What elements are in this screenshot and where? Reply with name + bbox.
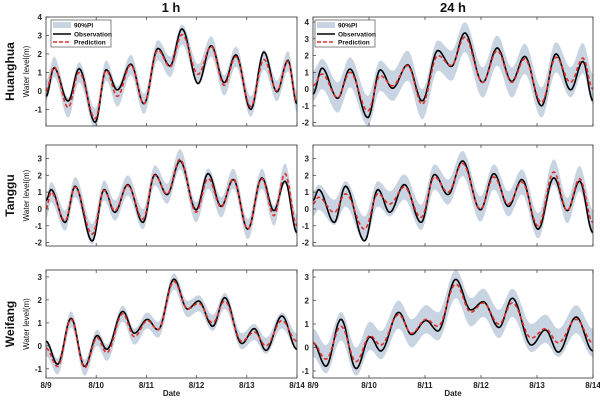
y-tick-label: 0 xyxy=(38,205,43,214)
panel-weifang-1h: -1 0 1 2 3 8/9 8/10 8/11 8/12 8/13 8/14 Date xyxy=(35,269,305,398)
prediction-line xyxy=(46,158,297,236)
legend-label-observation: Observation xyxy=(74,32,112,39)
y-tick-label: 4 xyxy=(38,13,43,22)
y-tick-label: 0 xyxy=(305,85,310,94)
y-tick-label: 0 xyxy=(305,205,310,214)
axes-frame xyxy=(45,16,298,127)
y-tick-label: 1 xyxy=(305,320,310,329)
legend-label-prediction: Prediction xyxy=(74,40,106,47)
x-tick-label: 8/11 xyxy=(139,381,155,390)
legend-label-pi: 90%PI xyxy=(74,23,93,30)
y-tick-label: 1 xyxy=(305,188,310,197)
pi-band xyxy=(313,151,593,242)
panel-tanggu-1h: -2 -1 0 1 2 3 xyxy=(35,144,298,248)
row-label-huanghua: Huanghua xyxy=(3,42,17,101)
x-axis-label: Date xyxy=(444,389,462,398)
y-tick-label: 1 xyxy=(305,68,310,77)
x-tick-label: 8/12 xyxy=(189,381,205,390)
axes-frame xyxy=(312,16,594,127)
y-tick-label: 3 xyxy=(38,273,43,282)
x-tick-label: 8/14 xyxy=(289,381,305,390)
x-tick-label: 8/9 xyxy=(40,381,52,390)
pi-band xyxy=(46,149,297,245)
plot-area xyxy=(46,24,297,126)
x-tick-label: 8/11 xyxy=(417,381,433,390)
y-tick-label: 2 xyxy=(305,171,310,180)
prediction-line xyxy=(313,162,593,231)
pi-band xyxy=(46,273,297,376)
y-tick-label: -1 xyxy=(35,105,43,114)
y-tick-label: 1 xyxy=(38,319,43,328)
plot-area xyxy=(313,22,593,126)
y-tick-label: 3 xyxy=(305,154,310,163)
y-tick-label: 3 xyxy=(305,35,310,44)
legend-swatch-pi xyxy=(317,22,335,28)
y-tick-label: -1 xyxy=(35,222,43,231)
column-title-1h: 1 h xyxy=(162,0,181,15)
y-tick-label: -1 xyxy=(302,222,310,231)
plot-area xyxy=(46,149,297,245)
y-axis-label: Water level(m) xyxy=(22,45,31,97)
y-tick-label: 4 xyxy=(305,18,310,27)
x-tick-label: 8/13 xyxy=(529,381,545,390)
x-tick-label: 8/13 xyxy=(239,381,255,390)
plot-area xyxy=(313,270,593,376)
x-tick-label: 8/10 xyxy=(88,381,104,390)
pi-band xyxy=(313,22,593,126)
plot-area xyxy=(46,273,297,376)
y-tick-label: 2 xyxy=(305,52,310,61)
y-tick-label: -1 xyxy=(302,367,310,376)
y-tick-label: 0 xyxy=(38,342,43,351)
prediction-line xyxy=(313,36,593,112)
y-tick-label: -2 xyxy=(35,239,43,248)
x-tick-label: 8/14 xyxy=(585,381,600,390)
observation-line xyxy=(313,278,593,370)
prediction-line xyxy=(46,280,297,369)
y-axis-label: Water level(m) xyxy=(22,169,31,221)
panel-tanggu-24h: -2 -1 0 1 2 3 xyxy=(302,144,594,248)
column-title-24h: 24 h xyxy=(440,0,466,15)
y-tick-label: 3 xyxy=(38,154,43,163)
axes-frame xyxy=(312,144,594,247)
y-tick-label: -1 xyxy=(302,102,310,111)
y-tick-label: 2 xyxy=(38,296,43,305)
y-tick-label: -1 xyxy=(35,365,43,374)
y-tick-label: 0 xyxy=(305,343,310,352)
x-axis-label: Date xyxy=(163,389,181,398)
axes-frame xyxy=(45,144,298,247)
x-tick-label: 8/9 xyxy=(307,381,319,390)
y-tick-label: 3 xyxy=(305,273,310,282)
y-tick-label: 2 xyxy=(38,171,43,180)
row-label-tanggu: Tanggu xyxy=(3,174,17,216)
prediction-line xyxy=(313,283,593,363)
y-tick-label: 2 xyxy=(38,50,43,59)
panel-weifang-24h: -1 0 1 2 3 8/9 8/10 8/11 8/12 8/13 8/14 Date xyxy=(302,269,600,398)
plot-area xyxy=(313,151,593,242)
legend-label-prediction: Prediction xyxy=(338,40,370,47)
x-tick-label: 8/12 xyxy=(473,381,489,390)
y-tick-label: 1 xyxy=(38,68,43,77)
prediction-line xyxy=(46,33,297,120)
y-tick-label: -2 xyxy=(302,119,310,128)
y-tick-label: 0 xyxy=(38,87,43,96)
y-tick-label: 1 xyxy=(38,188,43,197)
legend-swatch-pi xyxy=(53,22,71,28)
legend-label-observation: Observation xyxy=(338,32,376,39)
legend-label-pi: 90%PI xyxy=(338,23,357,30)
x-tick-label: 8/10 xyxy=(361,381,377,390)
y-axis-label: Water level(m) xyxy=(22,298,31,350)
y-tick-label: -2 xyxy=(302,239,310,248)
row-label-weifang: Weifang xyxy=(3,301,17,347)
axes-frame xyxy=(45,269,298,379)
y-tick-label: 3 xyxy=(38,31,43,40)
y-tick-label: 2 xyxy=(305,297,310,306)
pi-band xyxy=(46,24,297,126)
